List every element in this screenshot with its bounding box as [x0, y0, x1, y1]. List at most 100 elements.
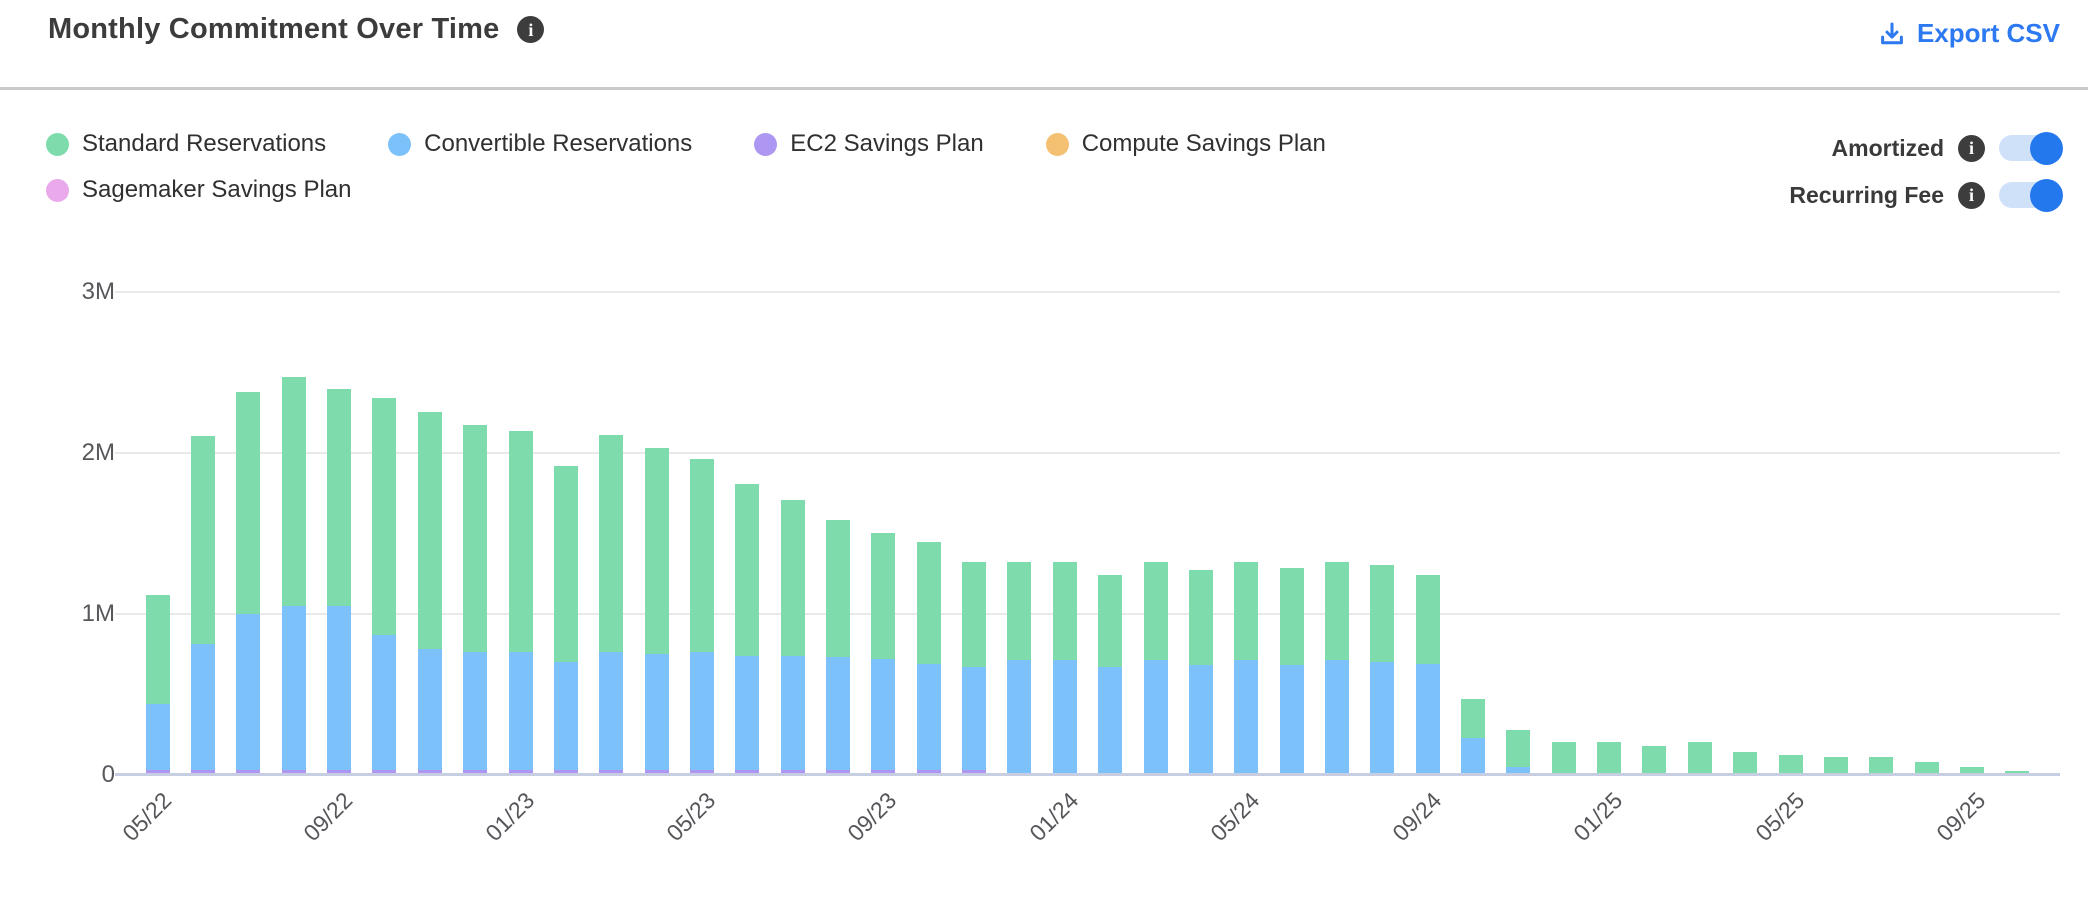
bar-segment-standard-reservations [689, 459, 714, 652]
toggle-label: Amortized [1831, 134, 1944, 161]
bar-segment-standard-reservations [1869, 757, 1894, 773]
bar-09/25[interactable] [1959, 767, 1984, 773]
bar-segment-standard-reservations [1959, 767, 1984, 773]
bar-segment-convertible-reservations [1234, 660, 1259, 773]
bar-07/22[interactable] [236, 392, 261, 773]
bar-12/24[interactable] [1551, 742, 1576, 773]
legend-item-convertible-reservations[interactable]: Convertible Reservations [388, 130, 692, 158]
bar-10/22[interactable] [372, 398, 397, 773]
bar-04/25[interactable] [1733, 752, 1758, 773]
bar-segment-ec2-savings-plan [191, 770, 216, 773]
bar-segment-standard-reservations [1279, 568, 1304, 665]
legend-item-ec2-savings-plan[interactable]: EC2 Savings Plan [754, 130, 984, 158]
bar-segment-convertible-reservations [281, 606, 306, 770]
y-axis: 0 1M 2M 3M [30, 278, 115, 788]
toggle-info-icon[interactable]: i [1958, 181, 1985, 209]
bar-01/25[interactable] [1597, 742, 1622, 773]
bar-12/23[interactable] [1007, 562, 1032, 773]
bar-10/23[interactable] [916, 542, 941, 773]
bar-02/23[interactable] [553, 466, 578, 773]
bar-11/22[interactable] [417, 412, 442, 773]
bar-03/23[interactable] [599, 435, 624, 773]
legend-label: EC2 Savings Plan [790, 130, 984, 157]
bar-01/24[interactable] [1052, 562, 1077, 773]
bar-12/22[interactable] [463, 425, 488, 773]
plot-area: 05/22 09/22 01/23 05/23 09/23 01/24 05/24 09/24… [115, 291, 2060, 846]
bar-segment-standard-reservations [553, 466, 578, 662]
bar-segment-convertible-reservations [508, 652, 533, 770]
bar-segment-ec2-savings-plan [463, 770, 488, 773]
x-tick-label-09/25: 09/25 [1931, 787, 1991, 847]
bar-03/25[interactable] [1687, 742, 1712, 773]
bar-05/22[interactable] [145, 595, 170, 773]
bar-segment-convertible-reservations [826, 657, 851, 770]
legend-item-sagemaker-savings-plan[interactable]: Sagemaker Savings Plan [46, 176, 351, 204]
bar-08/25[interactable] [1914, 762, 1939, 773]
toggle-info-icon[interactable]: i [1958, 134, 1985, 162]
bar-10/25[interactable] [2005, 771, 2030, 773]
x-tick-label-01/24: 01/24 [1024, 787, 1084, 847]
bar-09/24[interactable] [1415, 575, 1440, 773]
bar-segment-ec2-savings-plan [916, 770, 941, 773]
gridline-3M [115, 291, 2060, 293]
bar-05/25[interactable] [1778, 755, 1803, 773]
bar-segment-standard-reservations [417, 412, 442, 649]
bar-07/25[interactable] [1869, 757, 1894, 773]
bar-05/24[interactable] [1234, 562, 1259, 773]
chart-header: Monthly Commitment Over Time i [48, 13, 545, 46]
bar-03/24[interactable] [1143, 562, 1168, 773]
bar-segment-standard-reservations [1324, 562, 1349, 660]
legend-dot-icon [46, 132, 69, 156]
toggle-switch-amortized[interactable] [1999, 131, 2063, 165]
bar-11/23[interactable] [962, 562, 987, 773]
legend-item-standard-reservations[interactable]: Standard Reservations [46, 130, 326, 158]
bar-06/23[interactable] [735, 484, 760, 773]
legend-item-compute-savings-plan[interactable]: Compute Savings Plan [1045, 130, 1326, 158]
bar-segment-convertible-reservations [644, 654, 669, 770]
bar-05/23[interactable] [689, 459, 714, 773]
bar-02/25[interactable] [1642, 746, 1667, 773]
bar-segment-standard-reservations [1914, 762, 1939, 773]
bar-06/25[interactable] [1823, 757, 1848, 773]
bar-segment-convertible-reservations [1188, 665, 1213, 773]
bar-segment-standard-reservations [1597, 742, 1622, 773]
export-csv-button[interactable]: Export CSV [1877, 18, 2060, 49]
bar-segment-convertible-reservations [1143, 660, 1168, 773]
download-icon [1881, 22, 1903, 44]
bar-06/24[interactable] [1279, 568, 1304, 773]
bar-segment-ec2-savings-plan [689, 770, 714, 773]
bar-segment-ec2-savings-plan [871, 770, 896, 773]
bar-segment-convertible-reservations [689, 652, 714, 770]
bar-segment-convertible-reservations [145, 704, 170, 770]
bar-01/23[interactable] [508, 431, 533, 773]
toggle-panel: Amortized i Recurring Fee i [1789, 131, 2063, 212]
bar-08/23[interactable] [826, 520, 851, 773]
toggle-switch-recurring-fee[interactable] [1999, 178, 2063, 212]
bar-06/22[interactable] [191, 436, 216, 773]
bar-segment-ec2-savings-plan [644, 770, 669, 773]
bar-07/23[interactable] [780, 500, 805, 773]
bar-02/24[interactable] [1098, 575, 1123, 773]
bar-10/24[interactable] [1461, 699, 1486, 773]
bar-segment-standard-reservations [1642, 746, 1667, 773]
bar-segment-standard-reservations [1098, 575, 1123, 667]
bar-09/22[interactable] [327, 389, 352, 773]
title-info-icon[interactable]: i [517, 16, 545, 43]
bar-07/24[interactable] [1324, 562, 1349, 773]
toggle-row-amortized: Amortized i [1831, 131, 2063, 165]
bar-08/24[interactable] [1370, 565, 1395, 773]
bar-segment-standard-reservations [780, 500, 805, 656]
bar-segment-convertible-reservations [1370, 662, 1395, 773]
bar-04/23[interactable] [644, 448, 669, 773]
legend-label: Compute Savings Plan [1081, 130, 1326, 157]
bar-segment-standard-reservations [916, 542, 941, 664]
bar-09/23[interactable] [871, 533, 896, 773]
bar-11/24[interactable] [1506, 730, 1531, 773]
bar-04/24[interactable] [1188, 570, 1213, 773]
bar-segment-convertible-reservations [1324, 660, 1349, 773]
bar-segment-convertible-reservations [372, 635, 397, 770]
bar-segment-standard-reservations [1778, 755, 1803, 773]
bar-segment-standard-reservations [1506, 730, 1531, 767]
bar-08/22[interactable] [281, 377, 306, 773]
x-tick-label-05/23: 05/23 [661, 787, 721, 847]
